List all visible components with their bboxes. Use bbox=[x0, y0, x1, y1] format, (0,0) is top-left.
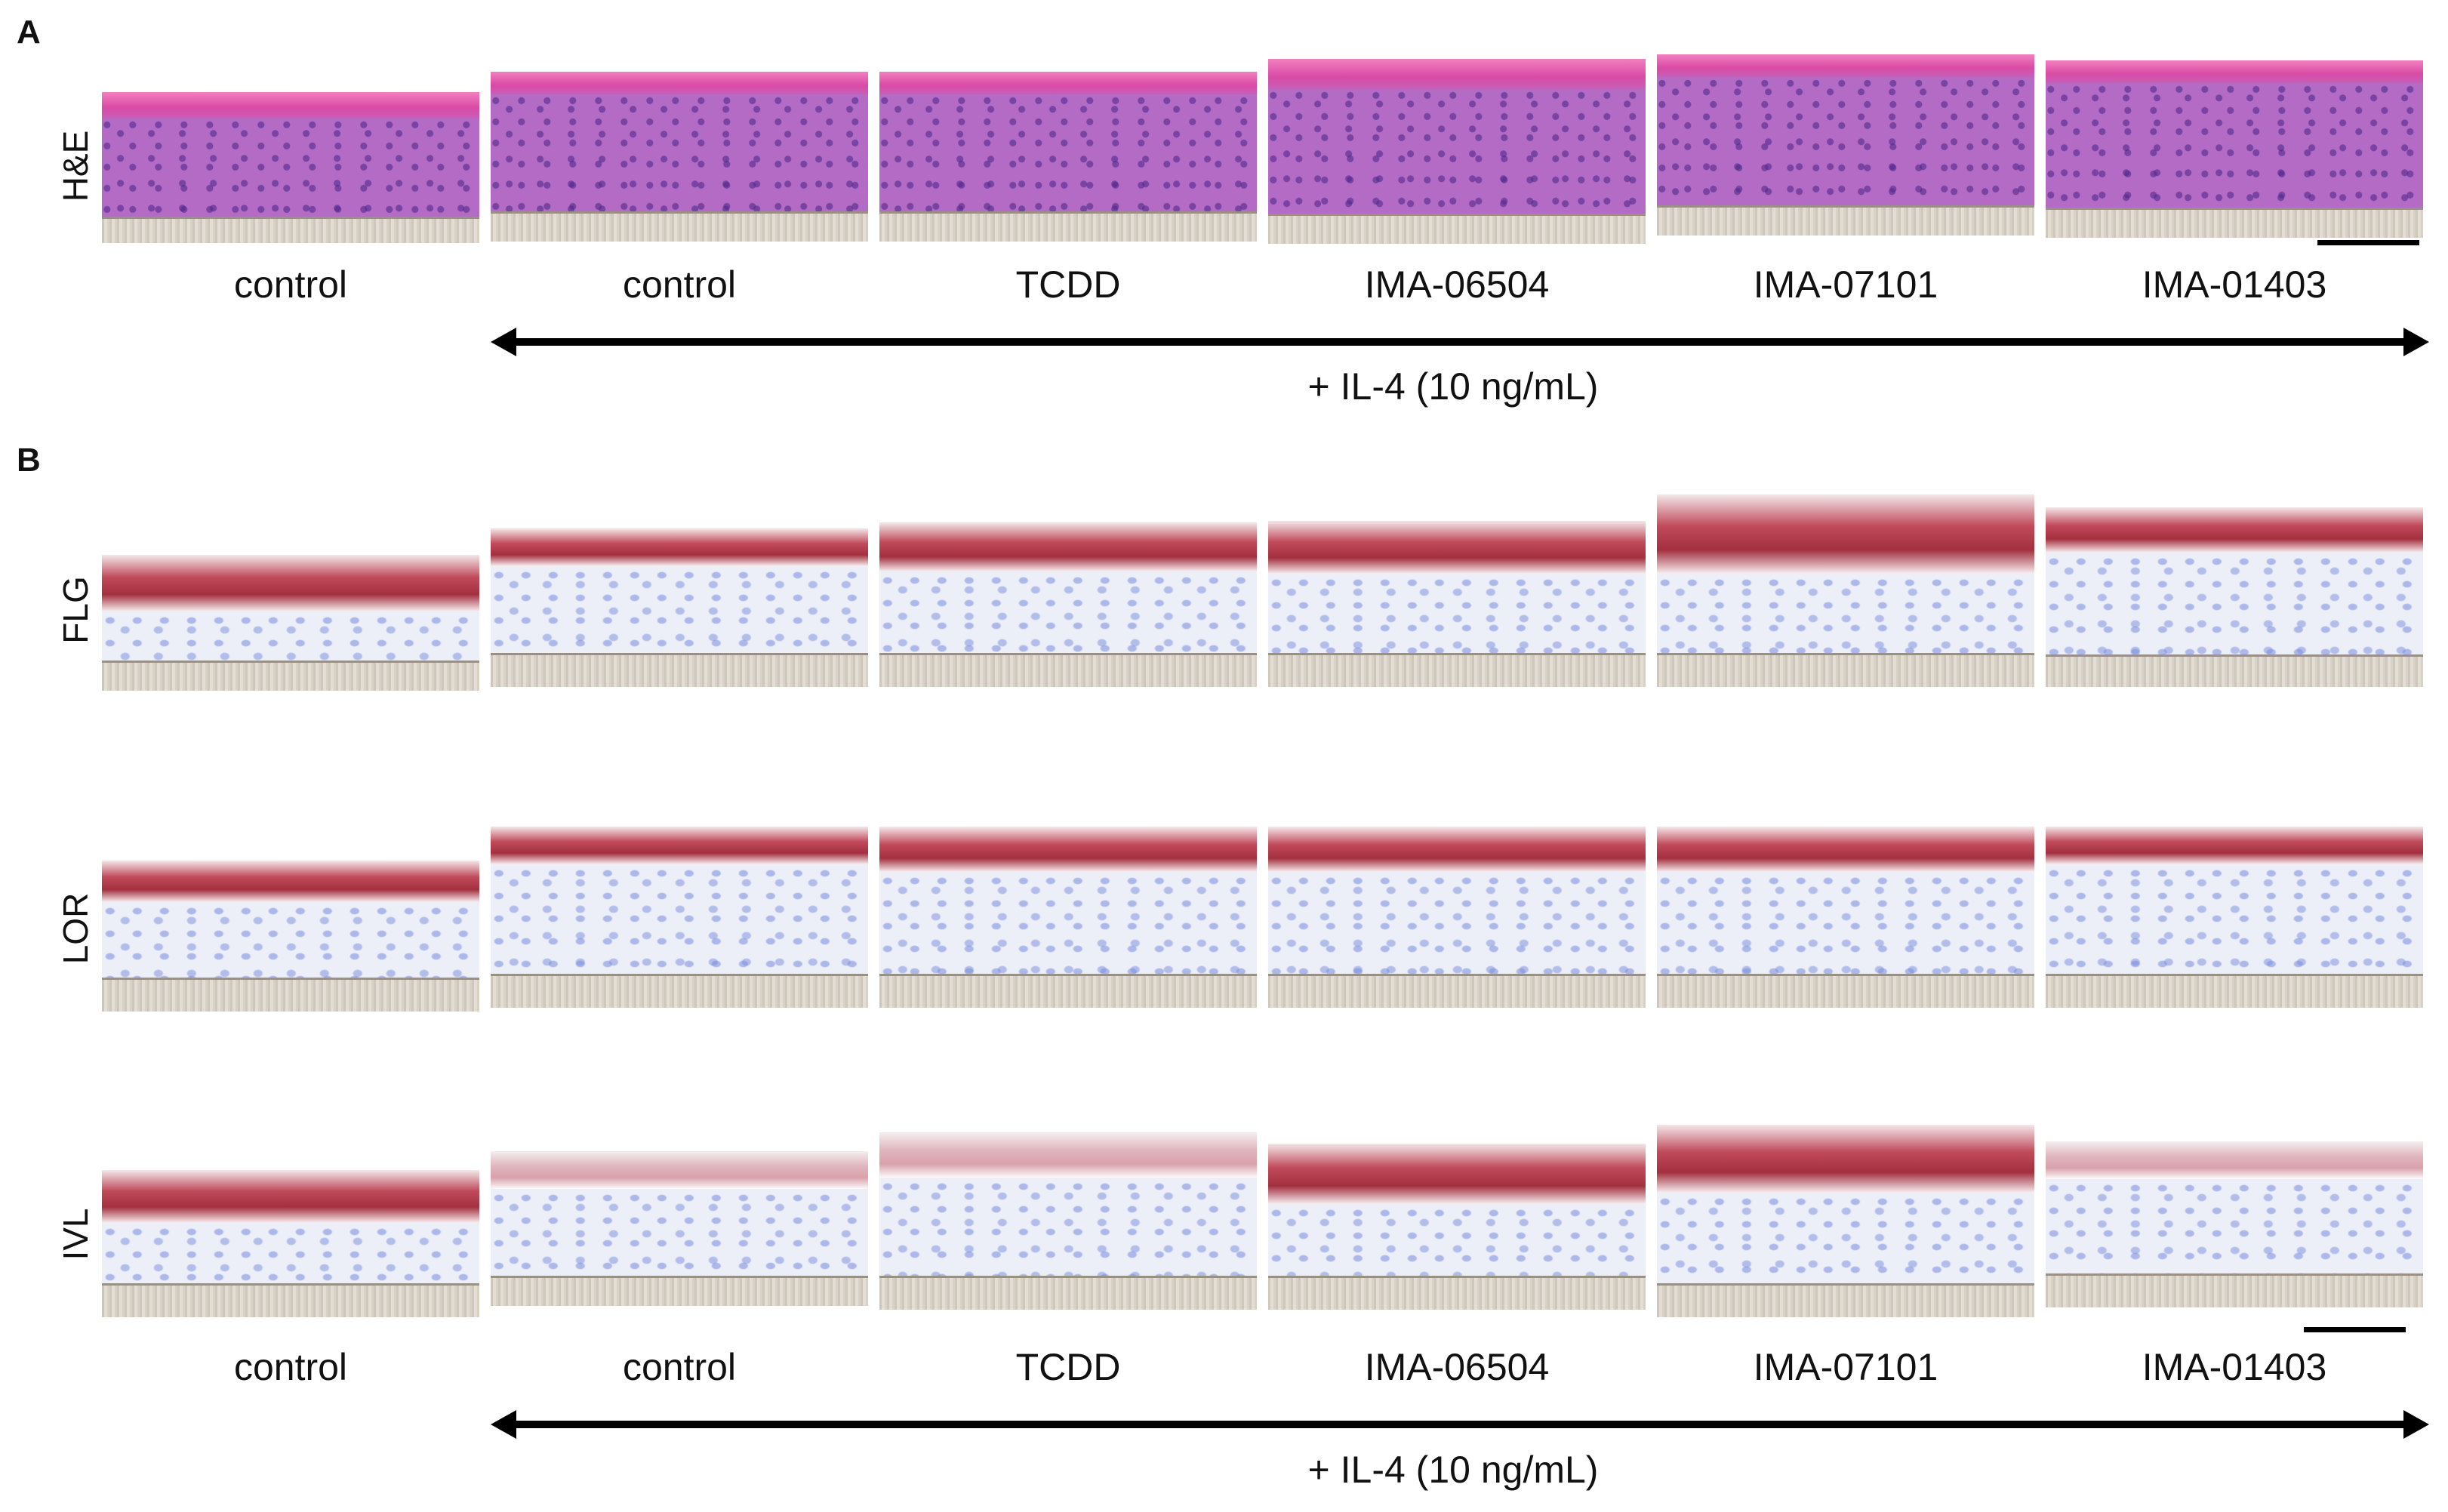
col-label-a-5: IMA-07101 bbox=[1753, 263, 1938, 306]
col-label-b-2: control bbox=[622, 1346, 737, 1388]
micrograph-lor-il4-ima07101 bbox=[1657, 827, 2034, 1008]
micrograph-lor-il4-control bbox=[491, 827, 868, 1008]
micrograph-he-il4-tcdd bbox=[879, 72, 1257, 242]
col-label-b-1: control bbox=[233, 1346, 348, 1388]
row-label-flg: FLG bbox=[56, 576, 95, 644]
panel-a-letter: A bbox=[17, 14, 41, 51]
scale-bar-a bbox=[2317, 240, 2419, 245]
row-label-he: H&E bbox=[56, 130, 95, 202]
col-label-b-3: TCDD bbox=[1015, 1346, 1121, 1388]
col-label-a-4: IMA-06504 bbox=[1364, 263, 1550, 306]
micrograph-flg-il4-ima06504 bbox=[1268, 521, 1646, 687]
micrograph-he-il4-ima06504 bbox=[1268, 59, 1646, 244]
treatment-arrow-b bbox=[491, 1410, 2429, 1439]
micrograph-flg-il4-control bbox=[491, 528, 868, 687]
col-label-a-1: control bbox=[233, 263, 348, 306]
row-label-lor: LOR bbox=[56, 892, 95, 965]
micrograph-he-il4-control bbox=[491, 72, 868, 242]
col-label-a-2: control bbox=[622, 263, 737, 306]
micrograph-ivl-control bbox=[102, 1155, 479, 1317]
row-label-ivl: IVL bbox=[56, 1208, 95, 1261]
col-label-b-5: IMA-07101 bbox=[1753, 1346, 1938, 1388]
micrograph-lor-il4-ima06504 bbox=[1268, 827, 1646, 1008]
micrograph-he-control bbox=[102, 85, 479, 243]
micrograph-he-il4-ima07101 bbox=[1657, 54, 2034, 236]
micrograph-flg-il4-tcdd bbox=[879, 522, 1257, 687]
micrograph-ivl-il4-tcdd bbox=[879, 1132, 1257, 1310]
col-label-a-3: TCDD bbox=[1015, 263, 1121, 306]
micrograph-ivl-il4-ima07101 bbox=[1657, 1125, 2034, 1317]
treatment-arrow-a bbox=[491, 328, 2429, 356]
micrograph-ivl-il4-control bbox=[491, 1151, 868, 1306]
micrograph-ivl-il4-ima01403 bbox=[2046, 1141, 2423, 1307]
micrograph-ivl-il4-ima06504 bbox=[1268, 1144, 1646, 1310]
micrograph-lor-il4-ima01403 bbox=[2046, 827, 2423, 1008]
micrograph-lor-control bbox=[102, 845, 479, 1012]
micrograph-flg-il4-ima01403 bbox=[2046, 507, 2423, 687]
treatment-label-b: + IL-4 (10 ng/mL) bbox=[1307, 1449, 1599, 1491]
panel-b-letter: B bbox=[17, 442, 41, 479]
col-label-b-6: IMA-01403 bbox=[2142, 1346, 2327, 1388]
col-label-b-4: IMA-06504 bbox=[1364, 1346, 1550, 1388]
micrograph-flg-control bbox=[102, 547, 479, 691]
col-label-a-6: IMA-01403 bbox=[2142, 263, 2327, 306]
treatment-label-a: + IL-4 (10 ng/mL) bbox=[1307, 365, 1599, 408]
micrograph-flg-il4-ima07101 bbox=[1657, 494, 2034, 687]
scale-bar-b bbox=[2304, 1327, 2406, 1332]
micrograph-lor-il4-tcdd bbox=[879, 827, 1257, 1008]
micrograph-he-il4-ima01403 bbox=[2046, 60, 2423, 238]
